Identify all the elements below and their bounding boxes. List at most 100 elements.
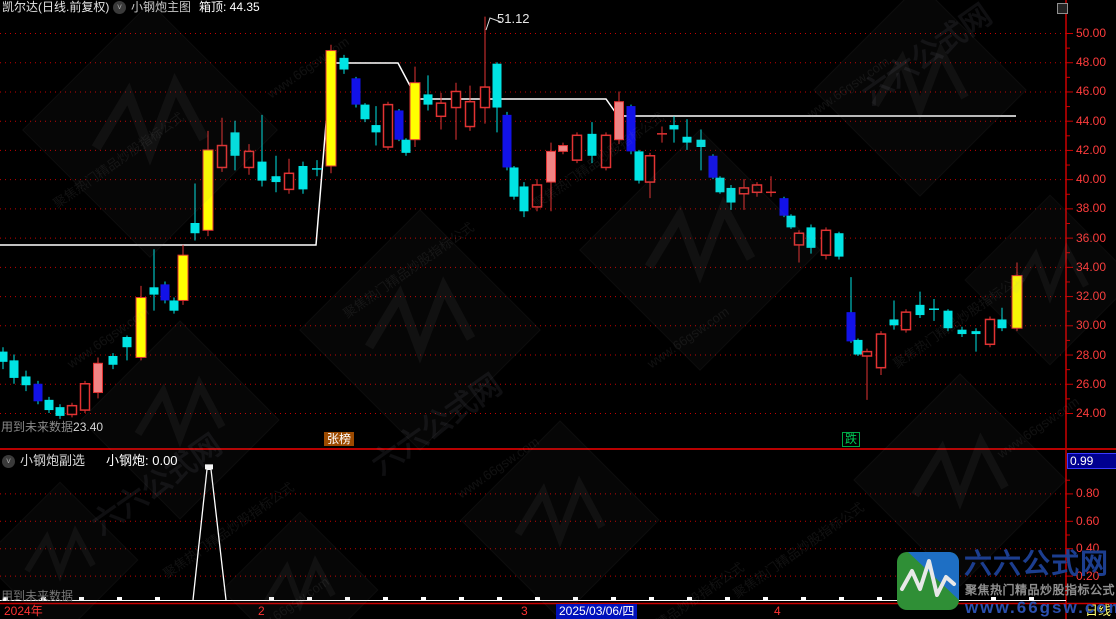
candle-body	[202, 149, 214, 231]
site-logo-icon	[897, 552, 959, 610]
candle-body	[943, 310, 953, 329]
candle-body	[479, 86, 491, 109]
future-data-warning-main: 用到未来数据	[1, 420, 74, 434]
candle-body	[614, 101, 624, 141]
zero-marker	[535, 597, 540, 601]
site-tagline: 聚焦热门精品炒股指标公式	[965, 583, 1116, 597]
zero-marker	[269, 597, 274, 601]
candle-body	[435, 102, 447, 118]
candle-body	[401, 139, 411, 153]
stock-title: 凯尔达(日线.前复权)	[2, 0, 110, 14]
candle-body	[55, 407, 65, 416]
candle-body	[531, 184, 543, 208]
candle-body	[1011, 275, 1023, 329]
site-branding: 六六公式网 聚焦热门精品炒股指标公式 www.66gsw.com	[896, 549, 1116, 619]
candle-body	[957, 329, 967, 335]
candle-body	[793, 232, 805, 246]
candle-body	[682, 136, 692, 143]
sub-indicator-value: 小钢炮: 0.00	[106, 453, 178, 468]
collapse-main-indicator-icon[interactable]: ˅	[113, 1, 126, 14]
candle-body	[394, 110, 404, 140]
candle-body	[751, 184, 763, 194]
panel-maximize-icon[interactable]	[1057, 3, 1068, 14]
zero-marker	[687, 597, 692, 601]
candle-body	[900, 311, 912, 331]
candle-body	[44, 399, 54, 411]
indicator-spike	[192, 468, 227, 601]
candle-body	[669, 125, 679, 130]
candle-body	[21, 376, 31, 386]
candle-body	[571, 134, 583, 161]
candle-body	[169, 300, 179, 311]
zero-marker	[573, 597, 578, 601]
zero-marker	[345, 597, 350, 601]
zero-marker	[383, 597, 388, 601]
candle-body	[271, 176, 281, 183]
zero-marker	[497, 597, 502, 601]
candle-body	[715, 177, 725, 193]
future-data-warning-sub: 用到未来数据	[1, 589, 74, 603]
candle-body	[339, 57, 349, 70]
zero-marker	[421, 597, 426, 601]
candle-body	[409, 82, 421, 141]
zero-marker	[991, 597, 996, 601]
candle-body	[122, 336, 132, 348]
timeline-axis[interactable]: 2024年 2 3 2025/03/06/四 4	[0, 603, 1066, 619]
candle-body	[371, 125, 381, 133]
candle-body	[283, 172, 295, 191]
candle-body	[382, 103, 394, 148]
candle-body	[820, 229, 832, 256]
candle-body	[509, 167, 519, 197]
candle-body	[190, 222, 200, 234]
candle-body	[243, 150, 255, 169]
candle-body	[786, 215, 796, 228]
spike-peak-marker	[205, 464, 213, 470]
candle-body	[997, 319, 1007, 329]
panel-separator	[0, 448, 1116, 450]
candle-body	[806, 227, 816, 248]
zero-marker	[307, 597, 312, 601]
box-top-value-label: 箱顶: 44.35	[199, 0, 260, 14]
candle-body	[450, 90, 462, 109]
candle-body	[160, 284, 170, 301]
candle-body	[846, 312, 856, 342]
candle-body	[875, 333, 887, 369]
candle-body	[834, 233, 844, 257]
sub-indicator-title[interactable]: 小钢炮副选	[20, 453, 86, 468]
collapse-sub-indicator-icon[interactable]: ˅	[2, 455, 15, 468]
site-name: 六六公式网	[964, 548, 1110, 579]
main-indicator-name[interactable]: 小钢炮主图	[131, 0, 192, 14]
up-list-badge: 张榜	[324, 432, 355, 446]
zero-marker	[459, 597, 464, 601]
candle-body	[502, 114, 512, 168]
candle-body	[177, 254, 189, 301]
candle-body	[0, 351, 8, 362]
candle-body	[33, 383, 43, 402]
zero-marker	[117, 597, 122, 601]
candle-body	[325, 50, 337, 167]
zero-marker	[649, 597, 654, 601]
candle-body	[423, 94, 433, 105]
candle-body	[108, 355, 118, 365]
timeline-label: 2	[258, 604, 265, 618]
candle-body	[861, 350, 873, 357]
candle-body	[351, 78, 361, 105]
zero-marker	[155, 597, 160, 601]
candle-body	[915, 304, 925, 316]
zero-marker	[41, 597, 46, 601]
timeline-current-date: 2025/03/06/四	[556, 604, 638, 619]
period-selector[interactable]: 日线	[1085, 603, 1112, 618]
candle-body	[696, 139, 706, 147]
candle-body	[708, 155, 718, 178]
candle-body	[257, 161, 267, 181]
timeline-label: 4	[774, 604, 781, 618]
candle-body	[149, 287, 159, 295]
candle-body	[492, 63, 502, 108]
candle-body	[135, 297, 147, 358]
candle-body	[79, 383, 91, 411]
candle-body	[779, 198, 789, 216]
zero-marker	[611, 597, 616, 601]
candle-body	[600, 134, 612, 169]
